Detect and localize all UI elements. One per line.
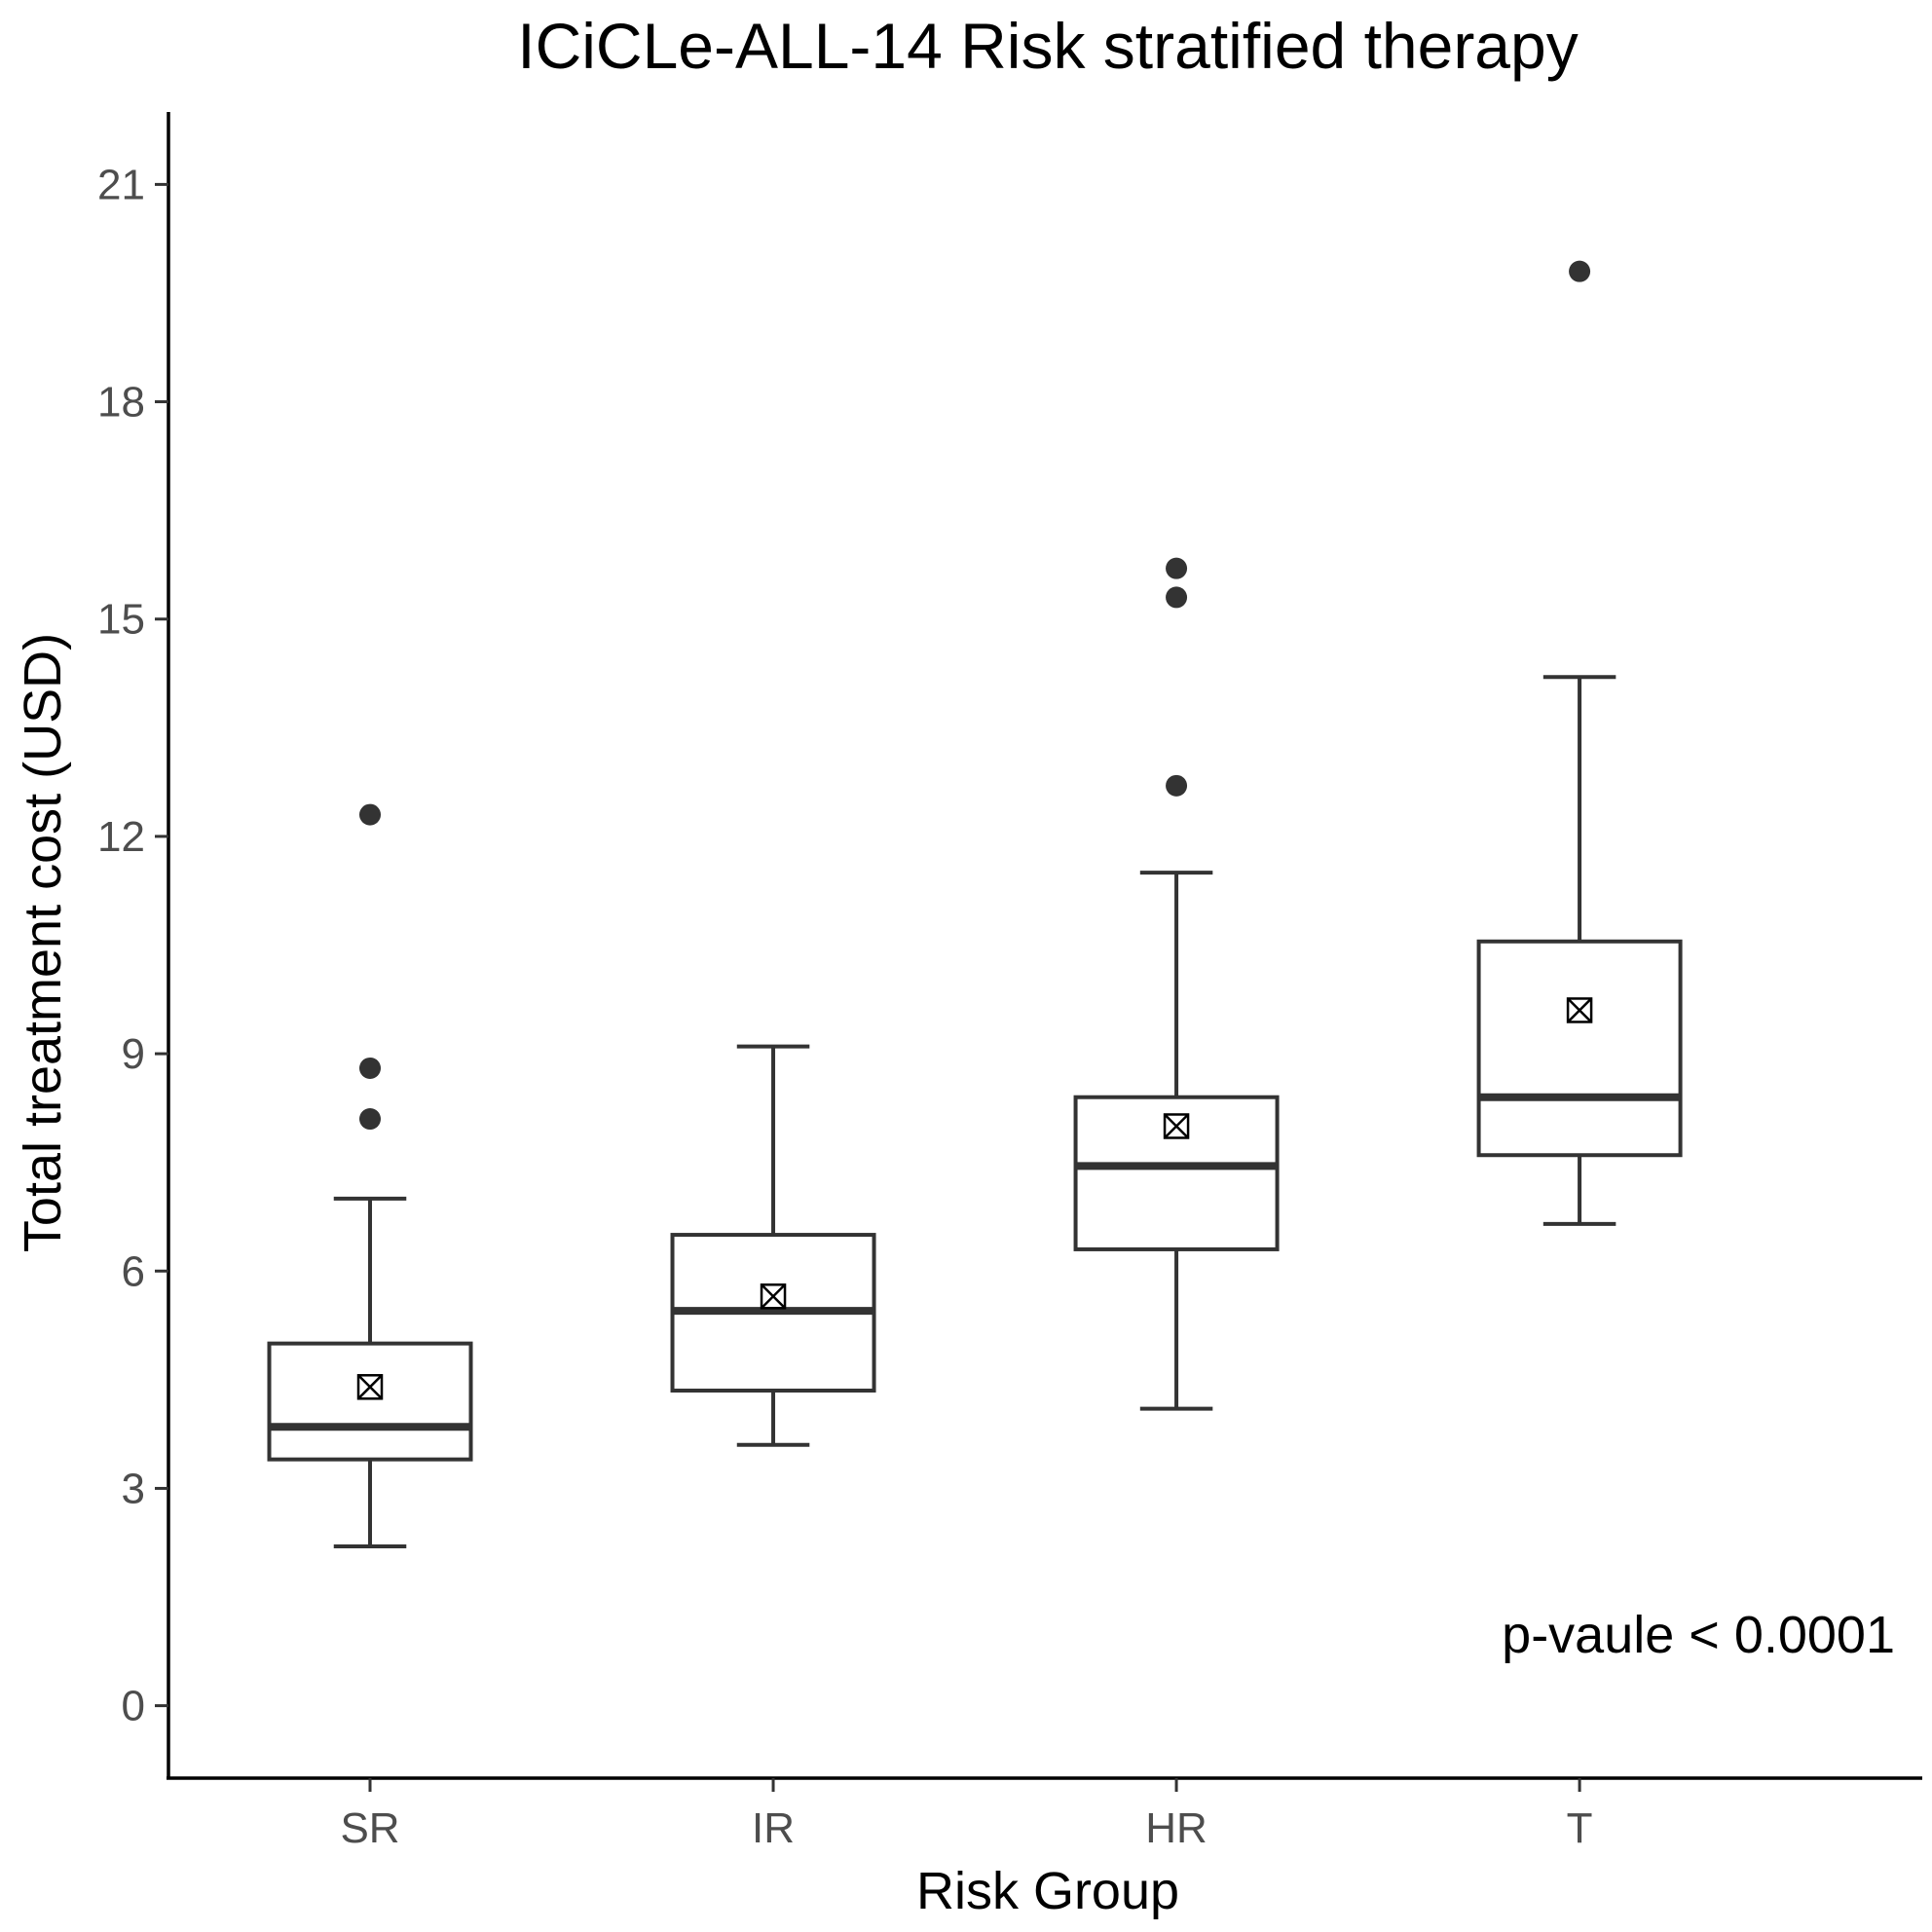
x-axis-title: Risk Group [916, 1862, 1179, 1920]
mean-marker [1163, 1113, 1190, 1139]
mean-marker [356, 1374, 384, 1400]
iqr-box [267, 1341, 473, 1462]
chart-title: ICiCLe-ALL-14 Risk stratified therapy [517, 10, 1578, 82]
box-group-t [1476, 260, 1683, 1226]
y-axis-ticks: 0 3 6 9 12 15 18 21 [97, 161, 168, 1730]
outlier-point [359, 803, 382, 826]
x-axis-ticks: SR IR HR T [340, 1778, 1593, 1852]
iqr-box [1476, 939, 1683, 1158]
y-tick-label: 9 [122, 1030, 145, 1078]
x-tick-label: IR [752, 1804, 795, 1852]
mean-marker [760, 1283, 787, 1310]
box-group-hr [1073, 557, 1280, 1411]
p-value-annotation: p-vaule < 0.0001 [1502, 1606, 1895, 1664]
outlier-point [1166, 557, 1188, 579]
x-tick-label: HR [1145, 1804, 1208, 1852]
outlier-point [359, 1057, 382, 1079]
x-tick-label: T [1567, 1804, 1593, 1852]
outlier-point [1166, 774, 1188, 797]
outlier-point [1166, 586, 1188, 609]
mean-marker-cross-b [1567, 997, 1592, 1023]
mean-marker [1566, 997, 1593, 1023]
y-axis-title: Total treatment cost (USD) [14, 633, 72, 1252]
outlier-point [359, 1108, 382, 1131]
y-tick-label: 18 [97, 379, 145, 427]
y-tick-label: 12 [97, 813, 145, 861]
mean-marker-cross-b [761, 1283, 786, 1310]
box-group-ir [670, 1044, 876, 1447]
y-tick-label: 0 [122, 1683, 145, 1730]
mean-marker-cross-b [357, 1374, 383, 1400]
x-tick-label: SR [340, 1804, 399, 1852]
y-tick-label: 3 [122, 1465, 145, 1512]
plot-area [267, 260, 1683, 1548]
box-group-sr [267, 803, 473, 1548]
y-tick-label: 15 [97, 596, 145, 644]
y-tick-label: 21 [97, 161, 145, 208]
outlier-point [1569, 260, 1591, 282]
y-tick-label: 6 [122, 1247, 145, 1295]
mean-marker-cross-b [1164, 1113, 1189, 1139]
